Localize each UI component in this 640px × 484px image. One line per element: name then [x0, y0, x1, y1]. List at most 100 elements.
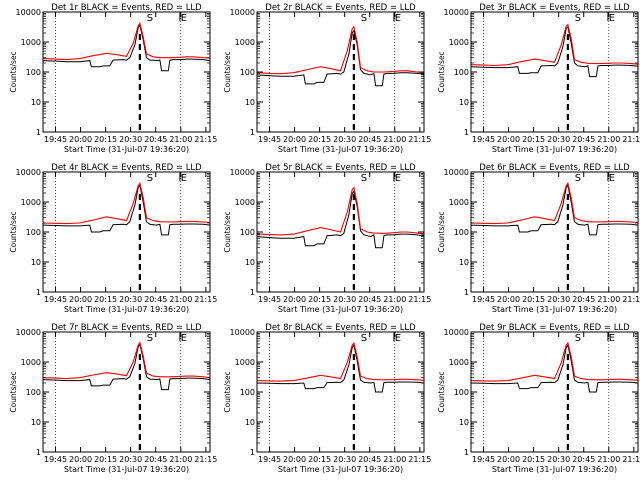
plot-frame: [256, 331, 425, 453]
series-events-line: [470, 184, 639, 236]
panel-title: Det 9r BLACK = Events, RED = LLD: [479, 323, 630, 333]
y-tick-label: 100: [240, 388, 255, 397]
y-tick-label: 1: [36, 128, 41, 137]
x-tick-label: 20:45: [572, 135, 595, 144]
y-tick-label: 1000: [235, 358, 255, 367]
x-tick-label: 19:45: [472, 135, 495, 144]
series-events-line: [42, 24, 211, 72]
y-tick-label: 1: [464, 128, 469, 137]
series-lld-line: [470, 341, 639, 382]
y-tick-label: 1: [250, 128, 255, 137]
series-lld-line: [470, 181, 639, 225]
y-tick-label: 100: [454, 228, 469, 237]
x-tick-label: 20:00: [283, 135, 306, 144]
x-tick-label: 20:15: [94, 295, 117, 304]
y-tick-label: 1000: [449, 198, 469, 207]
x-tick-label: 19:45: [472, 295, 495, 304]
x-tick-label: 20:15: [308, 455, 331, 464]
y-tick-label: 10: [31, 258, 41, 267]
y-tick-label: 10000: [230, 168, 255, 177]
y-tick-label: 1: [464, 288, 469, 297]
series-lld-line: [42, 341, 211, 380]
series-events-line: [256, 29, 425, 87]
x-axis-label: Start Time (31-Jul-07 19:36:20): [64, 145, 189, 154]
x-tick-label: 19:45: [44, 295, 67, 304]
panel-title: Det 2r BLACK = Events, RED = LLD: [265, 3, 416, 13]
y-tick-label: 100: [454, 388, 469, 397]
series-lld-line: [42, 22, 211, 61]
x-tick-label: 21:00: [383, 295, 406, 304]
x-tick-label: 20:30: [333, 455, 356, 464]
x-tick-label: 20:30: [119, 135, 142, 144]
marker-label-s: S: [575, 173, 581, 184]
y-tick-label: 10: [245, 418, 255, 427]
marker-label-s: S: [575, 13, 581, 24]
marker-label-e: E: [609, 13, 615, 24]
x-tick-label: 21:15: [408, 295, 431, 304]
x-axis-label: Start Time (31-Jul-07 19:36:20): [278, 145, 403, 154]
y-tick-label: 100: [240, 68, 255, 77]
panel-title: Det 1r BLACK = Events, RED = LLD: [51, 3, 202, 13]
y-tick-label: 1: [464, 448, 469, 457]
series-lld-line: [256, 341, 425, 382]
plot-frame: [42, 171, 211, 293]
x-tick-label: 20:15: [94, 455, 117, 464]
y-tick-label: 100: [26, 388, 41, 397]
y-axis-label: Counts/sec: [437, 51, 446, 92]
y-tick-label: 1000: [449, 38, 469, 47]
marker-label-s: S: [147, 333, 153, 344]
y-tick-label: 10000: [444, 8, 469, 17]
y-tick-label: 10000: [16, 8, 41, 17]
y-axis-label: Counts/sec: [9, 51, 18, 92]
plot-frame: [42, 11, 211, 133]
x-tick-label: 20:30: [547, 135, 570, 144]
x-tick-label: 20:00: [69, 455, 92, 464]
x-tick-label: 20:45: [144, 295, 167, 304]
marker-label-s: S: [147, 173, 153, 184]
series-lld-line: [256, 186, 425, 236]
x-tick-label: 20:45: [358, 135, 381, 144]
x-tick-label: 20:30: [547, 295, 570, 304]
y-tick-label: 10000: [444, 168, 469, 177]
y-tick-label: 1000: [235, 38, 255, 47]
y-tick-label: 1: [36, 288, 41, 297]
y-axis-label: Counts/sec: [223, 371, 232, 412]
plot-frame: [470, 331, 639, 453]
x-tick-label: 19:45: [44, 455, 67, 464]
panel-title: Det 3r BLACK = Events, RED = LLD: [479, 3, 630, 13]
marker-label-s: S: [147, 13, 153, 24]
x-axis-label: Start Time (31-Jul-07 19:36:20): [492, 145, 617, 154]
x-tick-label: 21:00: [169, 135, 192, 144]
y-axis-label: Counts/sec: [223, 211, 232, 252]
x-tick-label: 20:15: [94, 135, 117, 144]
y-tick-label: 10: [459, 98, 469, 107]
y-tick-label: 1000: [449, 358, 469, 367]
y-tick-label: 100: [26, 228, 41, 237]
y-tick-label: 1000: [21, 358, 41, 367]
x-tick-label: 20:00: [283, 455, 306, 464]
plot-frame: [470, 11, 639, 133]
x-tick-label: 21:00: [169, 295, 192, 304]
marker-label-e: E: [395, 13, 401, 24]
x-tick-label: 21:00: [597, 455, 620, 464]
x-tick-label: 21:00: [169, 455, 192, 464]
x-tick-label: 20:15: [308, 295, 331, 304]
x-tick-label: 20:00: [283, 295, 306, 304]
x-tick-label: 20:15: [308, 135, 331, 144]
x-axis-label: Start Time (31-Jul-07 19:36:20): [64, 305, 189, 314]
x-tick-label: 20:00: [497, 135, 520, 144]
y-tick-label: 10: [31, 418, 41, 427]
x-axis-label: Start Time (31-Jul-07 19:36:20): [278, 305, 403, 314]
plot-frame: [470, 171, 639, 293]
marker-label-s: S: [361, 333, 367, 344]
x-tick-label: 20:15: [522, 455, 545, 464]
x-tick-label: 20:45: [572, 455, 595, 464]
x-tick-label: 20:00: [497, 455, 520, 464]
